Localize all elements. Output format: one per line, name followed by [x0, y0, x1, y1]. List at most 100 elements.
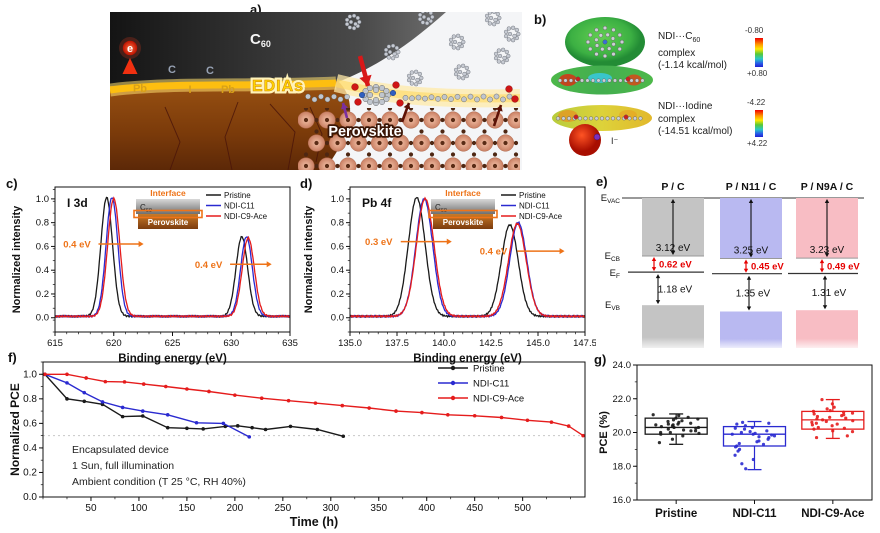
data-point-NDI-C11 [194, 420, 199, 425]
atom [605, 32, 610, 37]
lattice-dot [398, 163, 403, 169]
scatter-point-NDI-C9-Ace [851, 419, 855, 423]
atom [344, 22, 350, 27]
y-tick-label: 0.6 [23, 418, 37, 429]
lattice-dot [377, 163, 382, 169]
atom [406, 78, 412, 83]
scatter-point-NDI-C11 [751, 457, 755, 462]
lattice-octahedron [444, 157, 462, 170]
lattice-dot [335, 163, 340, 169]
atom [354, 98, 362, 106]
xps-pb4f-chart: 135.0 137.5 140.0 142.5 145.0 147.5 0.0 0.2 0.4 0… [300, 176, 597, 380]
lattice-dot [471, 152, 477, 157]
level-label-sub-VAC: VAC [607, 198, 620, 205]
lattice-dot [356, 117, 361, 123]
data-point-Pristine [185, 426, 189, 431]
data-point-NDI-C9-Ace [566, 424, 571, 428]
scatter-point-Pristine [676, 422, 680, 426]
arrow-head [138, 241, 144, 248]
atom [351, 13, 357, 18]
atom [569, 78, 574, 83]
lattice-dot [345, 152, 351, 157]
lattice-octahedron [339, 157, 357, 170]
lattice-center-dot [492, 163, 498, 169]
panel-label-b: b) [534, 12, 547, 27]
esp-colorbar-2 [755, 110, 763, 137]
y-tick-label: 24.0 [613, 360, 632, 371]
arrow-head [651, 267, 657, 272]
lattice-dot [356, 129, 361, 134]
arrow-head [655, 300, 661, 305]
scatter-point-Pristine [694, 426, 698, 430]
atom [457, 41, 462, 47]
lattice-dot [387, 140, 393, 146]
scatter-point-Pristine [697, 431, 701, 435]
atom-label-c1: C [168, 64, 176, 76]
scatter-point-NDI-C9-Ace [815, 414, 820, 419]
scatter-point-Pristine [666, 419, 670, 424]
legend-label-NDI-C9-Ace: NDI-C9-Ace [473, 394, 524, 405]
panel-label-f: f) [8, 350, 17, 365]
panel-label-a: a) [250, 2, 262, 17]
lattice-dot [419, 117, 424, 123]
atom [578, 116, 583, 121]
x-tick-label: 620 [106, 338, 122, 349]
arrow-head [822, 305, 828, 310]
lattice-center-dot [303, 163, 309, 169]
y-axis-label: Normalized intensity [11, 205, 23, 313]
lattice-dot [503, 163, 508, 169]
data-point-NDI-C11 [140, 409, 145, 413]
y-tick-label: 0.8 [36, 218, 49, 229]
lattice-dot [440, 163, 445, 169]
atom [510, 38, 516, 43]
scatter-point-NDI-C9-Ace [814, 435, 819, 440]
atom [383, 87, 390, 94]
scatter-point-NDI-C11 [772, 434, 777, 438]
atom [516, 31, 521, 37]
lattice-dot [345, 108, 351, 111]
atom [480, 93, 487, 100]
data-point-NDI-C9-Ace [499, 415, 504, 420]
scatter-point-Pristine [681, 434, 685, 438]
lattice-dot [440, 129, 445, 134]
scatter-point-NDI-C11 [737, 447, 742, 451]
lattice-octahedron [423, 157, 441, 170]
atom [373, 96, 380, 103]
data-point-NDI-C9-Ace [259, 396, 264, 401]
vb-block-1 [720, 311, 782, 348]
lattice-dot [429, 152, 435, 157]
atom [451, 45, 456, 50]
lattice-dot [324, 108, 330, 111]
data-point-Pristine [140, 414, 145, 418]
atom [612, 78, 617, 83]
lattice-octahedron [360, 157, 378, 170]
scatter-point-NDI-C11 [733, 426, 737, 430]
lattice-dot [408, 152, 414, 157]
atom [425, 12, 429, 13]
atom [460, 76, 466, 81]
scatter-point-NDI-C11 [739, 430, 744, 435]
arrow-head [359, 74, 372, 86]
atom [348, 19, 354, 25]
lattice-dot [503, 129, 508, 134]
atom [409, 81, 414, 86]
scatter-point-NDI-C9-Ace [810, 420, 814, 424]
atom [504, 49, 509, 55]
lattice-center-dot [471, 117, 477, 123]
colorbar1-max: -0.80 [745, 26, 764, 35]
atom [390, 43, 396, 48]
scatter-point-NDI-C11 [743, 424, 748, 428]
atom [373, 86, 380, 93]
atom [420, 12, 425, 14]
atom [410, 75, 416, 81]
lattice-dot [398, 129, 403, 134]
y-axis-label: Normalized intensity [303, 205, 315, 313]
atom [488, 15, 494, 21]
scatter-point-Pristine [696, 417, 700, 421]
perovskite-region [110, 81, 351, 170]
level-label-F: EF [610, 268, 620, 280]
lattice-dot [377, 129, 382, 134]
atom [484, 13, 490, 18]
atom [611, 116, 616, 121]
lattice-center-dot [356, 140, 361, 146]
